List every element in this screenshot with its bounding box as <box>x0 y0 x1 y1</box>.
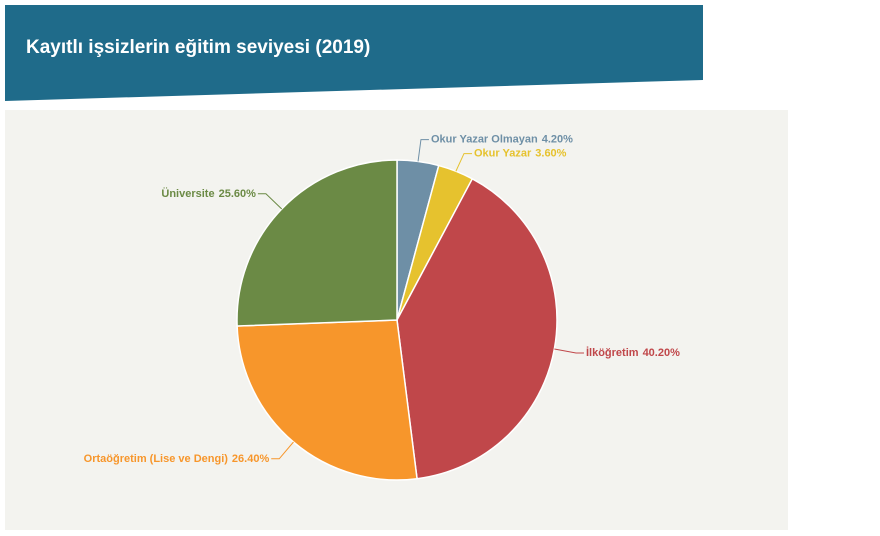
pie-slice <box>236 159 398 327</box>
header-banner <box>5 5 703 101</box>
slice-label-value: 40.20% <box>643 347 681 359</box>
slice-label: Üniversite 25.60% <box>161 187 256 200</box>
slice-label-value: 25.60% <box>219 188 257 200</box>
slice-label: Ortaöğretim (Lise ve Dengi) 26.40% <box>84 453 270 465</box>
leader-line <box>271 441 294 460</box>
slice-label-name: Üniversite <box>161 187 214 200</box>
slice-label-name: Okur Yazar Olmayan <box>431 133 538 145</box>
slice-label: Okur Yazar Olmayan 4.20% <box>431 133 573 145</box>
pie-slice <box>236 319 418 481</box>
chart-title: Kayıtlı işsizlerin eğitim seviyesi (2019… <box>26 37 370 58</box>
leader-line <box>455 153 472 172</box>
leader-line <box>417 139 429 162</box>
slice-label-name: Ortaöğretim (Lise ve Dengi) <box>84 453 229 465</box>
slice-label-name: İlköğretim <box>586 346 639 359</box>
pie-slice <box>396 177 558 480</box>
leader-line <box>554 348 584 354</box>
slice-label: Okur Yazar 3.60% <box>474 147 567 159</box>
leader-line <box>257 193 283 210</box>
slice-label: İlköğretim 40.20% <box>586 346 680 359</box>
slice-label-value: 26.40% <box>232 453 270 465</box>
slice-label-name: Okur Yazar <box>474 147 532 159</box>
slice-label-value: 4.20% <box>542 133 573 145</box>
slice-label-value: 3.60% <box>535 147 566 159</box>
